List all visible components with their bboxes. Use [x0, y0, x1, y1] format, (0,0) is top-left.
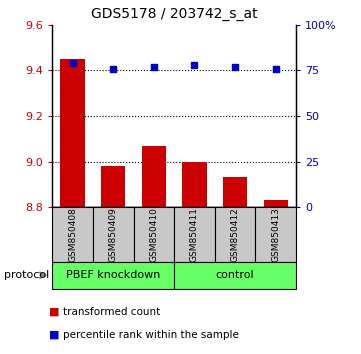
Text: GSM850408: GSM850408: [68, 207, 77, 262]
Bar: [223, 177, 247, 207]
Text: GSM850411: GSM850411: [190, 207, 199, 262]
Bar: [264, 200, 288, 207]
Text: GSM850410: GSM850410: [149, 207, 158, 262]
Text: percentile rank within the sample: percentile rank within the sample: [63, 330, 239, 339]
Text: protocol: protocol: [4, 270, 49, 280]
Point: [192, 62, 197, 68]
Point: [151, 64, 157, 69]
Bar: [52, 262, 174, 289]
Bar: [174, 262, 296, 289]
Bar: [215, 207, 255, 262]
Text: GSM850413: GSM850413: [271, 207, 280, 262]
Text: PBEF knockdown: PBEF knockdown: [66, 270, 160, 280]
Bar: [174, 207, 215, 262]
Bar: [256, 207, 296, 262]
Text: GSM850409: GSM850409: [109, 207, 118, 262]
Bar: [61, 59, 85, 207]
Bar: [101, 166, 126, 207]
Bar: [134, 207, 174, 262]
Title: GDS5178 / 203742_s_at: GDS5178 / 203742_s_at: [91, 7, 257, 21]
Text: transformed count: transformed count: [63, 307, 160, 316]
Point: [110, 66, 116, 72]
Text: GSM850412: GSM850412: [231, 207, 240, 262]
Text: ■: ■: [49, 307, 59, 316]
Text: ■: ■: [49, 330, 59, 339]
Point: [70, 60, 75, 66]
Point: [273, 66, 279, 72]
Point: [232, 64, 238, 69]
Bar: [93, 207, 134, 262]
Bar: [182, 161, 206, 207]
Text: control: control: [216, 270, 255, 280]
Bar: [142, 145, 166, 207]
Bar: [52, 207, 93, 262]
